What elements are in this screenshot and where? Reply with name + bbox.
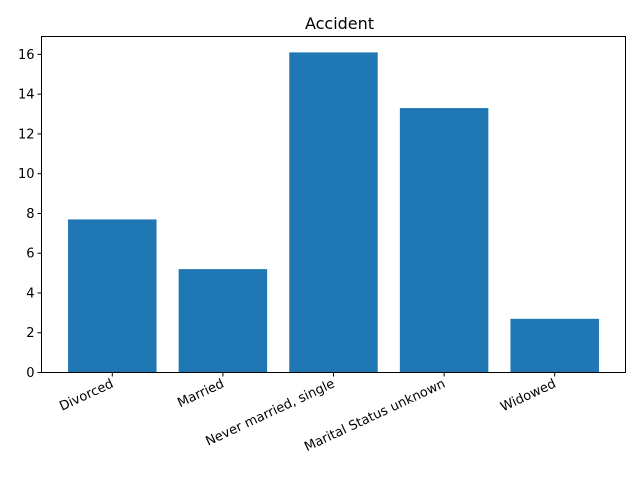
bar [289,52,378,373]
x-tick-label: Married [175,377,226,412]
y-axis: 0 2 4 6 8 10 12 14 16 [18,48,42,381]
x-tick-label: Divorced [57,377,116,415]
bar [178,269,268,373]
y-tick-label: 10 [18,167,35,182]
bar [399,108,489,373]
y-tick-label: 4 [26,286,34,301]
bars-group [68,52,599,373]
x-tick-label: Widowed [498,377,558,416]
bar [68,219,157,373]
y-tick-label: 6 [26,247,34,262]
y-tick-label: 8 [26,207,34,222]
y-tick-label: 0 [26,366,34,381]
y-tick-label: 12 [18,127,35,142]
plot-frame [41,36,626,373]
y-tick-label: 2 [26,326,34,341]
y-tick-label: 16 [18,48,35,63]
y-tick-label: 14 [18,88,35,103]
chart-title: Accident [305,14,374,33]
bar [510,318,599,373]
